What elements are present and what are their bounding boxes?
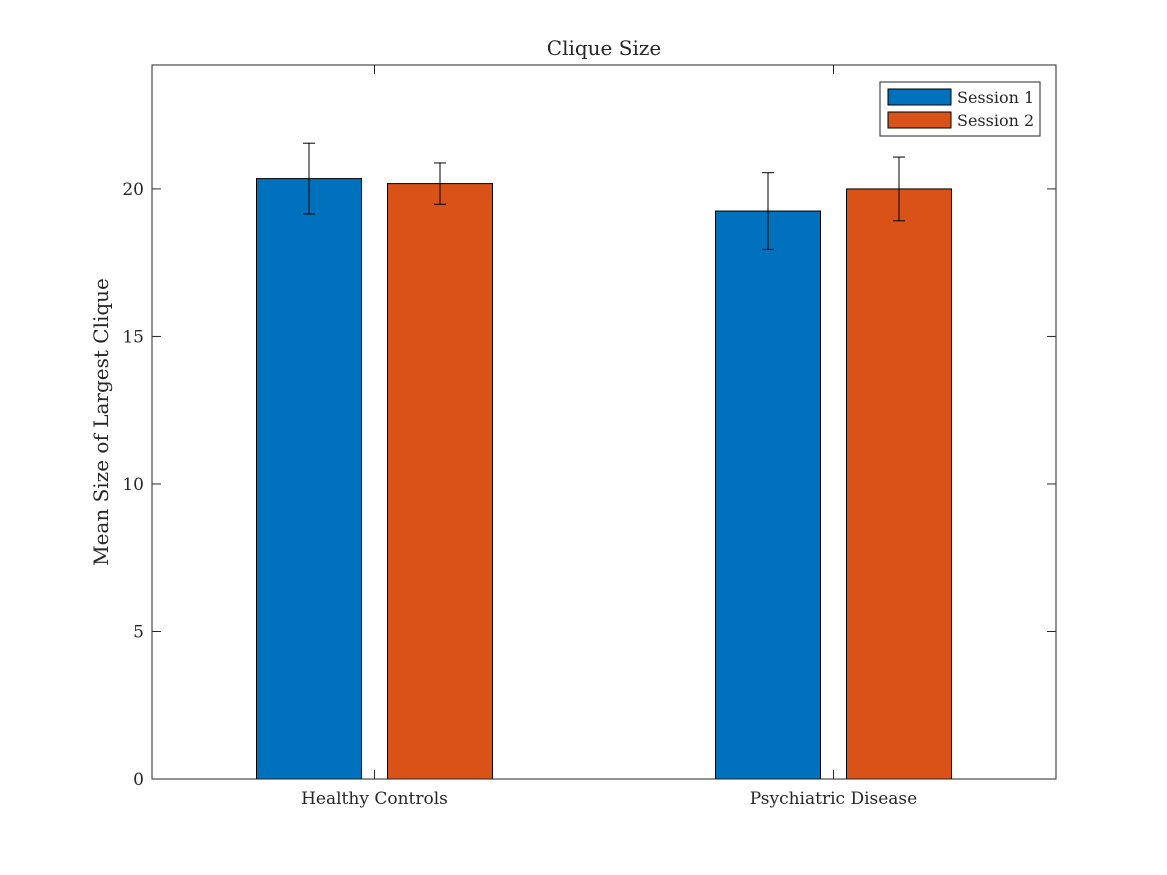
bar-2-2: [846, 188, 952, 780]
y-tick-label-1: 5: [133, 622, 144, 642]
chart-title: Clique Size: [547, 36, 661, 60]
bar-1-1: [256, 178, 362, 780]
y-axis-label: Mean Size of Largest Clique: [89, 278, 113, 566]
axis-ticks: 0 5 10 15 20 Healthy Controls Psychiatric Dise…: [122, 65, 1056, 809]
y-tick-label-0: 0: [133, 770, 144, 790]
legend: Session 1 Session 2: [879, 81, 1041, 137]
y-tick-label-2: 10: [122, 475, 144, 495]
bar-1-2: [715, 210, 821, 780]
bars-layer: [256, 178, 952, 780]
errorbars-layer: [303, 142, 905, 250]
y-tick-label-4: 20: [122, 180, 144, 200]
x-tick-label-0: Healthy Controls: [301, 789, 448, 809]
legend-label-1: Session 1: [957, 88, 1034, 107]
y-tick-label-3: 15: [122, 327, 144, 347]
legend-swatch-1: [887, 88, 952, 106]
x-tick-label-1: Psychiatric Disease: [750, 789, 917, 809]
plot-area-frame: [151, 64, 1057, 780]
legend-swatch-2: [887, 111, 952, 129]
legend-label-2: Session 2: [957, 111, 1034, 130]
bar-2-1: [387, 183, 493, 780]
